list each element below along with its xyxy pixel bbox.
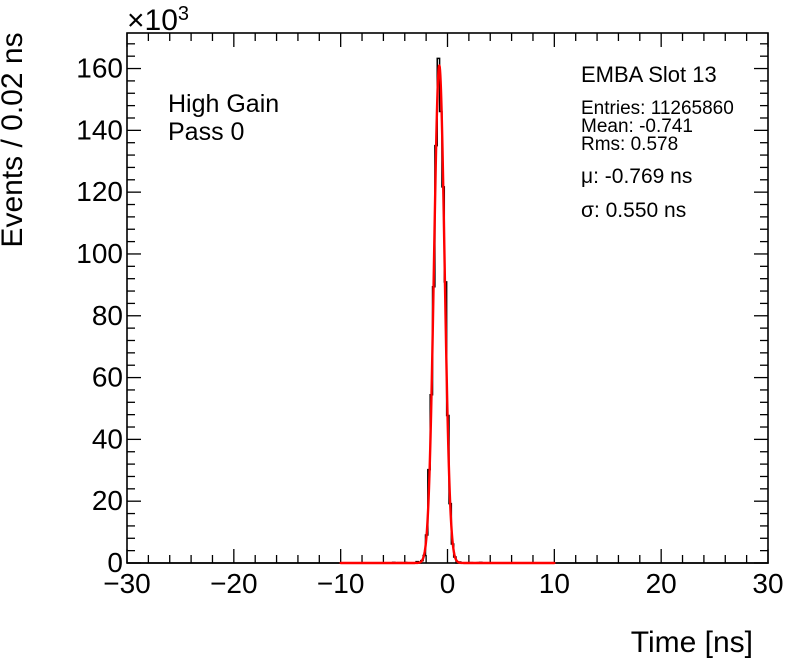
svg-text:Events / 0.02 ns: Events / 0.02 ns [0, 32, 29, 247]
svg-text:Pass 0: Pass 0 [168, 118, 244, 146]
svg-text:20: 20 [92, 485, 123, 516]
svg-text:0: 0 [107, 547, 123, 578]
svg-text:30: 30 [752, 568, 783, 599]
svg-text:High Gain: High Gain [168, 90, 279, 118]
svg-text:0: 0 [440, 568, 456, 599]
svg-text:Rms: 0.578: Rms: 0.578 [581, 134, 678, 155]
svg-text:×103: ×103 [127, 3, 189, 37]
svg-text:20: 20 [646, 568, 677, 599]
svg-text:−20: −20 [210, 568, 258, 599]
svg-text:EMBA Slot 13: EMBA Slot 13 [581, 62, 717, 87]
svg-text:40: 40 [92, 423, 123, 454]
svg-text:Time [ns]: Time [ns] [631, 626, 753, 659]
svg-text:60: 60 [92, 362, 123, 393]
svg-text:140: 140 [76, 114, 123, 145]
svg-text:10: 10 [539, 568, 570, 599]
svg-text:σ: 0.550 ns: σ: 0.550 ns [581, 199, 686, 222]
svg-text:μ: -0.769 ns: μ: -0.769 ns [581, 165, 692, 188]
svg-text:80: 80 [92, 300, 123, 331]
svg-text:160: 160 [76, 53, 123, 84]
svg-text:100: 100 [76, 238, 123, 269]
svg-text:−10: −10 [317, 568, 365, 599]
svg-text:120: 120 [76, 176, 123, 207]
